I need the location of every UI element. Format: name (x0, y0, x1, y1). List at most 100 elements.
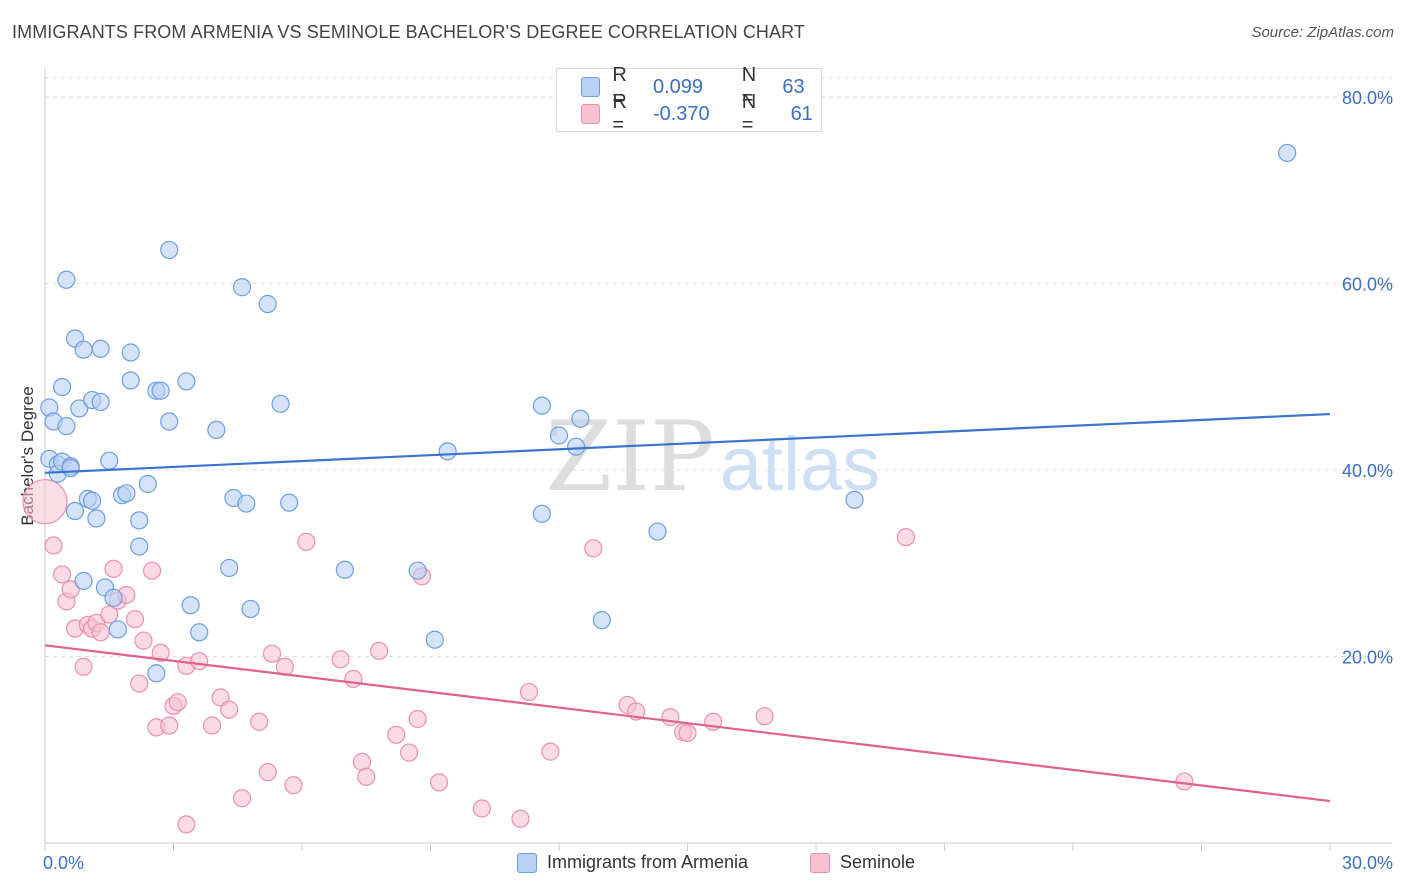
n-value: 63 (782, 75, 805, 98)
r-label: R = (612, 64, 627, 109)
armenia-point (408, 561, 427, 580)
y-tick-label: 80.0% (1342, 88, 1393, 108)
armenia-point (87, 509, 106, 528)
armenia-point (207, 420, 226, 440)
armenia-point (271, 394, 290, 413)
seminole-point (541, 742, 560, 761)
armenia-point (571, 409, 590, 428)
seminole-point (370, 641, 389, 661)
armenia-point (335, 560, 354, 579)
armenia-point (280, 493, 299, 512)
seminole-point (258, 763, 277, 782)
seminole-point (142, 561, 162, 580)
armenia-point (104, 588, 123, 607)
armenia-point (61, 459, 80, 478)
armenia-point (130, 537, 149, 556)
armenia-point (108, 620, 127, 639)
armenia-point (237, 494, 256, 513)
seminole-point (661, 708, 680, 727)
armenia-point (74, 340, 93, 359)
seminole-point (151, 643, 170, 662)
seminole-point (130, 674, 149, 693)
armenia-point (91, 339, 110, 358)
seminole-point (519, 682, 539, 702)
armenia-point (100, 451, 119, 470)
armenia-point (648, 522, 667, 541)
armenia-point (121, 343, 140, 362)
seminole-point (232, 789, 252, 808)
seminole-point (91, 623, 110, 642)
seminole-point (262, 644, 282, 663)
seminole-point (250, 712, 269, 731)
y-tick-label: 60.0% (1342, 275, 1393, 295)
seminole-point (511, 809, 530, 828)
seminole-point (755, 707, 774, 726)
seminole-point (331, 650, 350, 669)
pink-swatch (810, 852, 830, 873)
seminole-point (1175, 772, 1194, 791)
seminole-point (168, 693, 187, 712)
armenia-point (147, 664, 166, 683)
r-value: 0.099 (652, 75, 704, 98)
n-label: N = (741, 64, 757, 109)
legend-item-armenia: Immigrants from Armenia (517, 852, 748, 873)
seminole-point (61, 580, 80, 599)
legend-label: Seminole (840, 852, 916, 872)
armenia-point (65, 501, 85, 521)
armenia-point (138, 474, 157, 494)
legend-row-seminole: R = -0.370 N = 61 (557, 91, 821, 136)
armenia-point (241, 599, 260, 619)
series-legend: Immigrants from Armenia Seminole (0, 852, 1406, 878)
seminole-trend-line (44, 644, 1331, 803)
legend-item-seminole: Seminole (810, 852, 915, 873)
seminole-point (100, 605, 119, 624)
armenia-point (190, 623, 209, 642)
seminole-point (584, 539, 603, 558)
armenia-point (425, 630, 444, 649)
correlation-legend: R = 0.099 N = 63 R = -0.370 N = 61 (556, 64, 822, 136)
armenia-point (232, 278, 252, 297)
watermark-zip: ZIP (545, 401, 714, 513)
seminole-point (399, 743, 419, 762)
seminole-point (357, 767, 376, 786)
seminole-point (678, 723, 697, 743)
seminole-point (202, 716, 222, 735)
armenia-point (181, 596, 200, 615)
seminole-point (220, 700, 239, 719)
armenia-point (57, 417, 76, 436)
seminole-point (408, 709, 427, 729)
armenia-point (53, 377, 72, 397)
armenia-point (532, 396, 551, 415)
armenia-point (258, 294, 277, 314)
armenia-point (177, 372, 196, 391)
armenia-point (83, 491, 102, 510)
seminole-point (190, 652, 209, 671)
seminole-point (53, 565, 72, 584)
seminole-point (74, 657, 93, 676)
source-credit: Source: ZipAtlas.com (1251, 24, 1394, 41)
chart-title: IMMIGRANTS FROM ARMENIA VS SEMINOLE BACH… (12, 22, 805, 42)
armenia-point (130, 511, 149, 530)
x-tick-label: 30.0% (1342, 853, 1393, 873)
armenia-point (549, 426, 569, 445)
armenia-point (845, 490, 864, 509)
armenia-point (91, 392, 110, 412)
armenia-point (1278, 143, 1297, 163)
armenia-trend-line (44, 412, 1331, 474)
seminole-point (284, 776, 303, 795)
seminole-point (352, 752, 372, 771)
armenia-point (438, 442, 457, 461)
armenia-point (57, 270, 76, 289)
armenia-point (532, 504, 551, 523)
x-tick-label: 0.0% (43, 853, 84, 873)
seminole-point (160, 716, 179, 735)
seminole-point (297, 532, 316, 551)
seminole-point (44, 536, 63, 555)
seminole-point (896, 528, 916, 547)
r-value: -0.370 (652, 102, 710, 125)
legend-row-armenia: R = 0.099 N = 63 (557, 64, 821, 109)
seminole-point (344, 669, 363, 688)
armenia-point (74, 571, 93, 591)
seminole-point (134, 631, 153, 650)
armenia-point (567, 437, 586, 456)
